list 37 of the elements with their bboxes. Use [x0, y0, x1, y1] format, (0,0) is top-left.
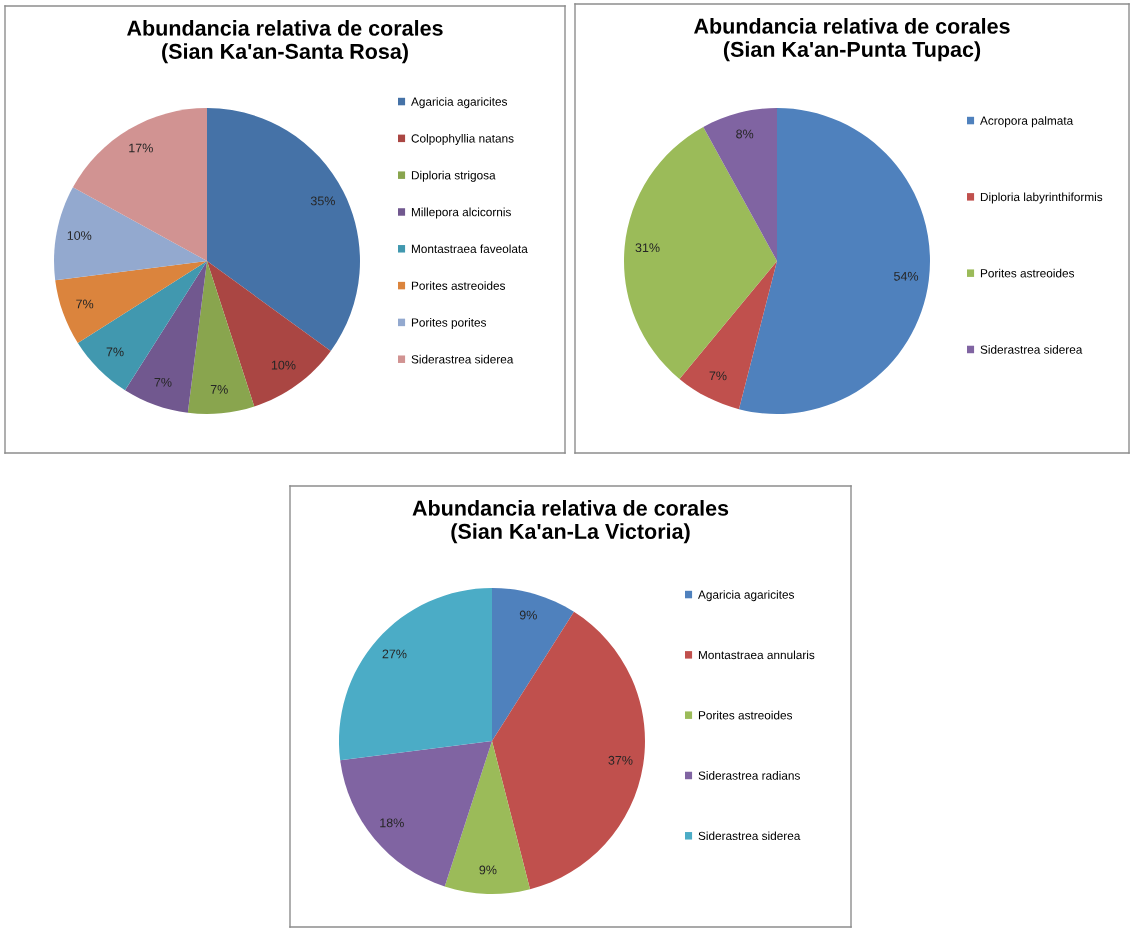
data-label: 54% [894, 271, 919, 281]
data-label: 10% [67, 231, 92, 240]
legend-label: Colpophyllia natans [411, 133, 514, 145]
legend-label: Porites porites [411, 318, 487, 330]
legend-label: Siderastrea siderea [698, 831, 801, 841]
data-label: 9% [479, 865, 497, 875]
data-label: 7% [154, 377, 172, 387]
data-label: 35% [310, 196, 335, 206]
data-label: 31% [635, 243, 660, 253]
data-label: 18% [380, 818, 404, 828]
chart-title: Abundancia relativa de corales (Sian Ka'an-Punta Tupac) [694, 18, 1010, 62]
data-label: 7% [709, 371, 727, 381]
data-label: 8% [736, 129, 754, 139]
data-label: 37% [608, 755, 633, 765]
legend-label: Montastraea faveolata [411, 244, 528, 254]
legend-label: Acropora palmata [980, 116, 1074, 128]
data-label: 7% [76, 299, 94, 309]
data-label: 7% [210, 385, 228, 394]
chart-title: Abundancia relativa de corales (Sian Ka'an-Santa Rosa) [127, 20, 443, 64]
legend-label: Agaricia agaricites [411, 97, 508, 109]
legend-label: Porites astreoides [980, 268, 1075, 278]
legend-label: Millepora alcicornis [411, 207, 511, 219]
legend-label: Siderastrea siderea [411, 354, 514, 364]
data-label: 10% [271, 360, 296, 370]
data-label: 7% [106, 347, 124, 357]
legend-label: Porites astreoides [411, 281, 506, 290]
legend-label: Siderastrea radians [698, 771, 800, 780]
data-label: 27% [382, 649, 407, 659]
legend-label: Siderastrea siderea [980, 345, 1083, 354]
legend-label: Diploria labyrinthiformis [980, 192, 1103, 204]
legend-label: Porites astreoides [698, 710, 793, 720]
data-label: 17% [129, 143, 153, 153]
legend-label: Montastraea annularis [698, 650, 815, 660]
legend-label: Agaricia agaricites [698, 590, 795, 602]
legend-label: Diploria strigosa [411, 170, 496, 182]
data-label: 9% [519, 610, 537, 620]
chart-title: Abundancia relativa de corales (Sian Ka'an-La Victoria) [412, 500, 729, 544]
